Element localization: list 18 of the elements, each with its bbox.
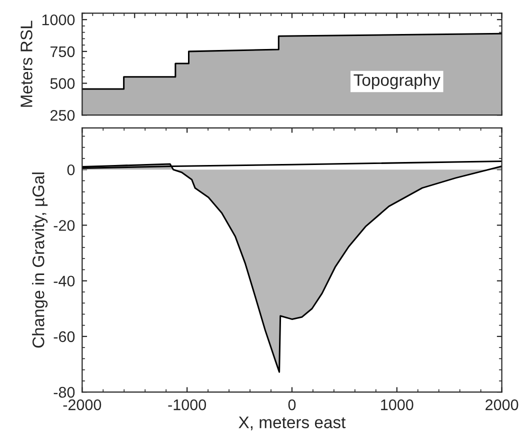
x-tick-label: -2000 bbox=[63, 399, 102, 410]
y-tick-label: 750 bbox=[50, 46, 75, 58]
y-tick-label: 1000 bbox=[42, 14, 75, 26]
y-tick-label: 500 bbox=[50, 78, 75, 89]
x-tick-label: 0 bbox=[288, 399, 296, 410]
y-tick-label: 250 bbox=[50, 110, 75, 121]
y-tick-label: -60 bbox=[54, 331, 75, 342]
x-axis-title: X, meters east bbox=[238, 416, 346, 430]
x-tick-label: 1000 bbox=[381, 399, 414, 410]
y-axis-title: Meters RSL bbox=[20, 20, 32, 107]
x-tick-label: 2000 bbox=[486, 399, 518, 410]
y-tick-label: 0 bbox=[67, 164, 75, 176]
y-tick-label: -80 bbox=[54, 386, 75, 398]
y-axis-title: Change in Gravity, µGal bbox=[32, 172, 48, 348]
annotation: Topography bbox=[354, 74, 440, 90]
x-tick-label: -1000 bbox=[168, 399, 206, 410]
y-tick-label: -20 bbox=[54, 220, 75, 231]
y-tick-label: -40 bbox=[54, 276, 75, 287]
